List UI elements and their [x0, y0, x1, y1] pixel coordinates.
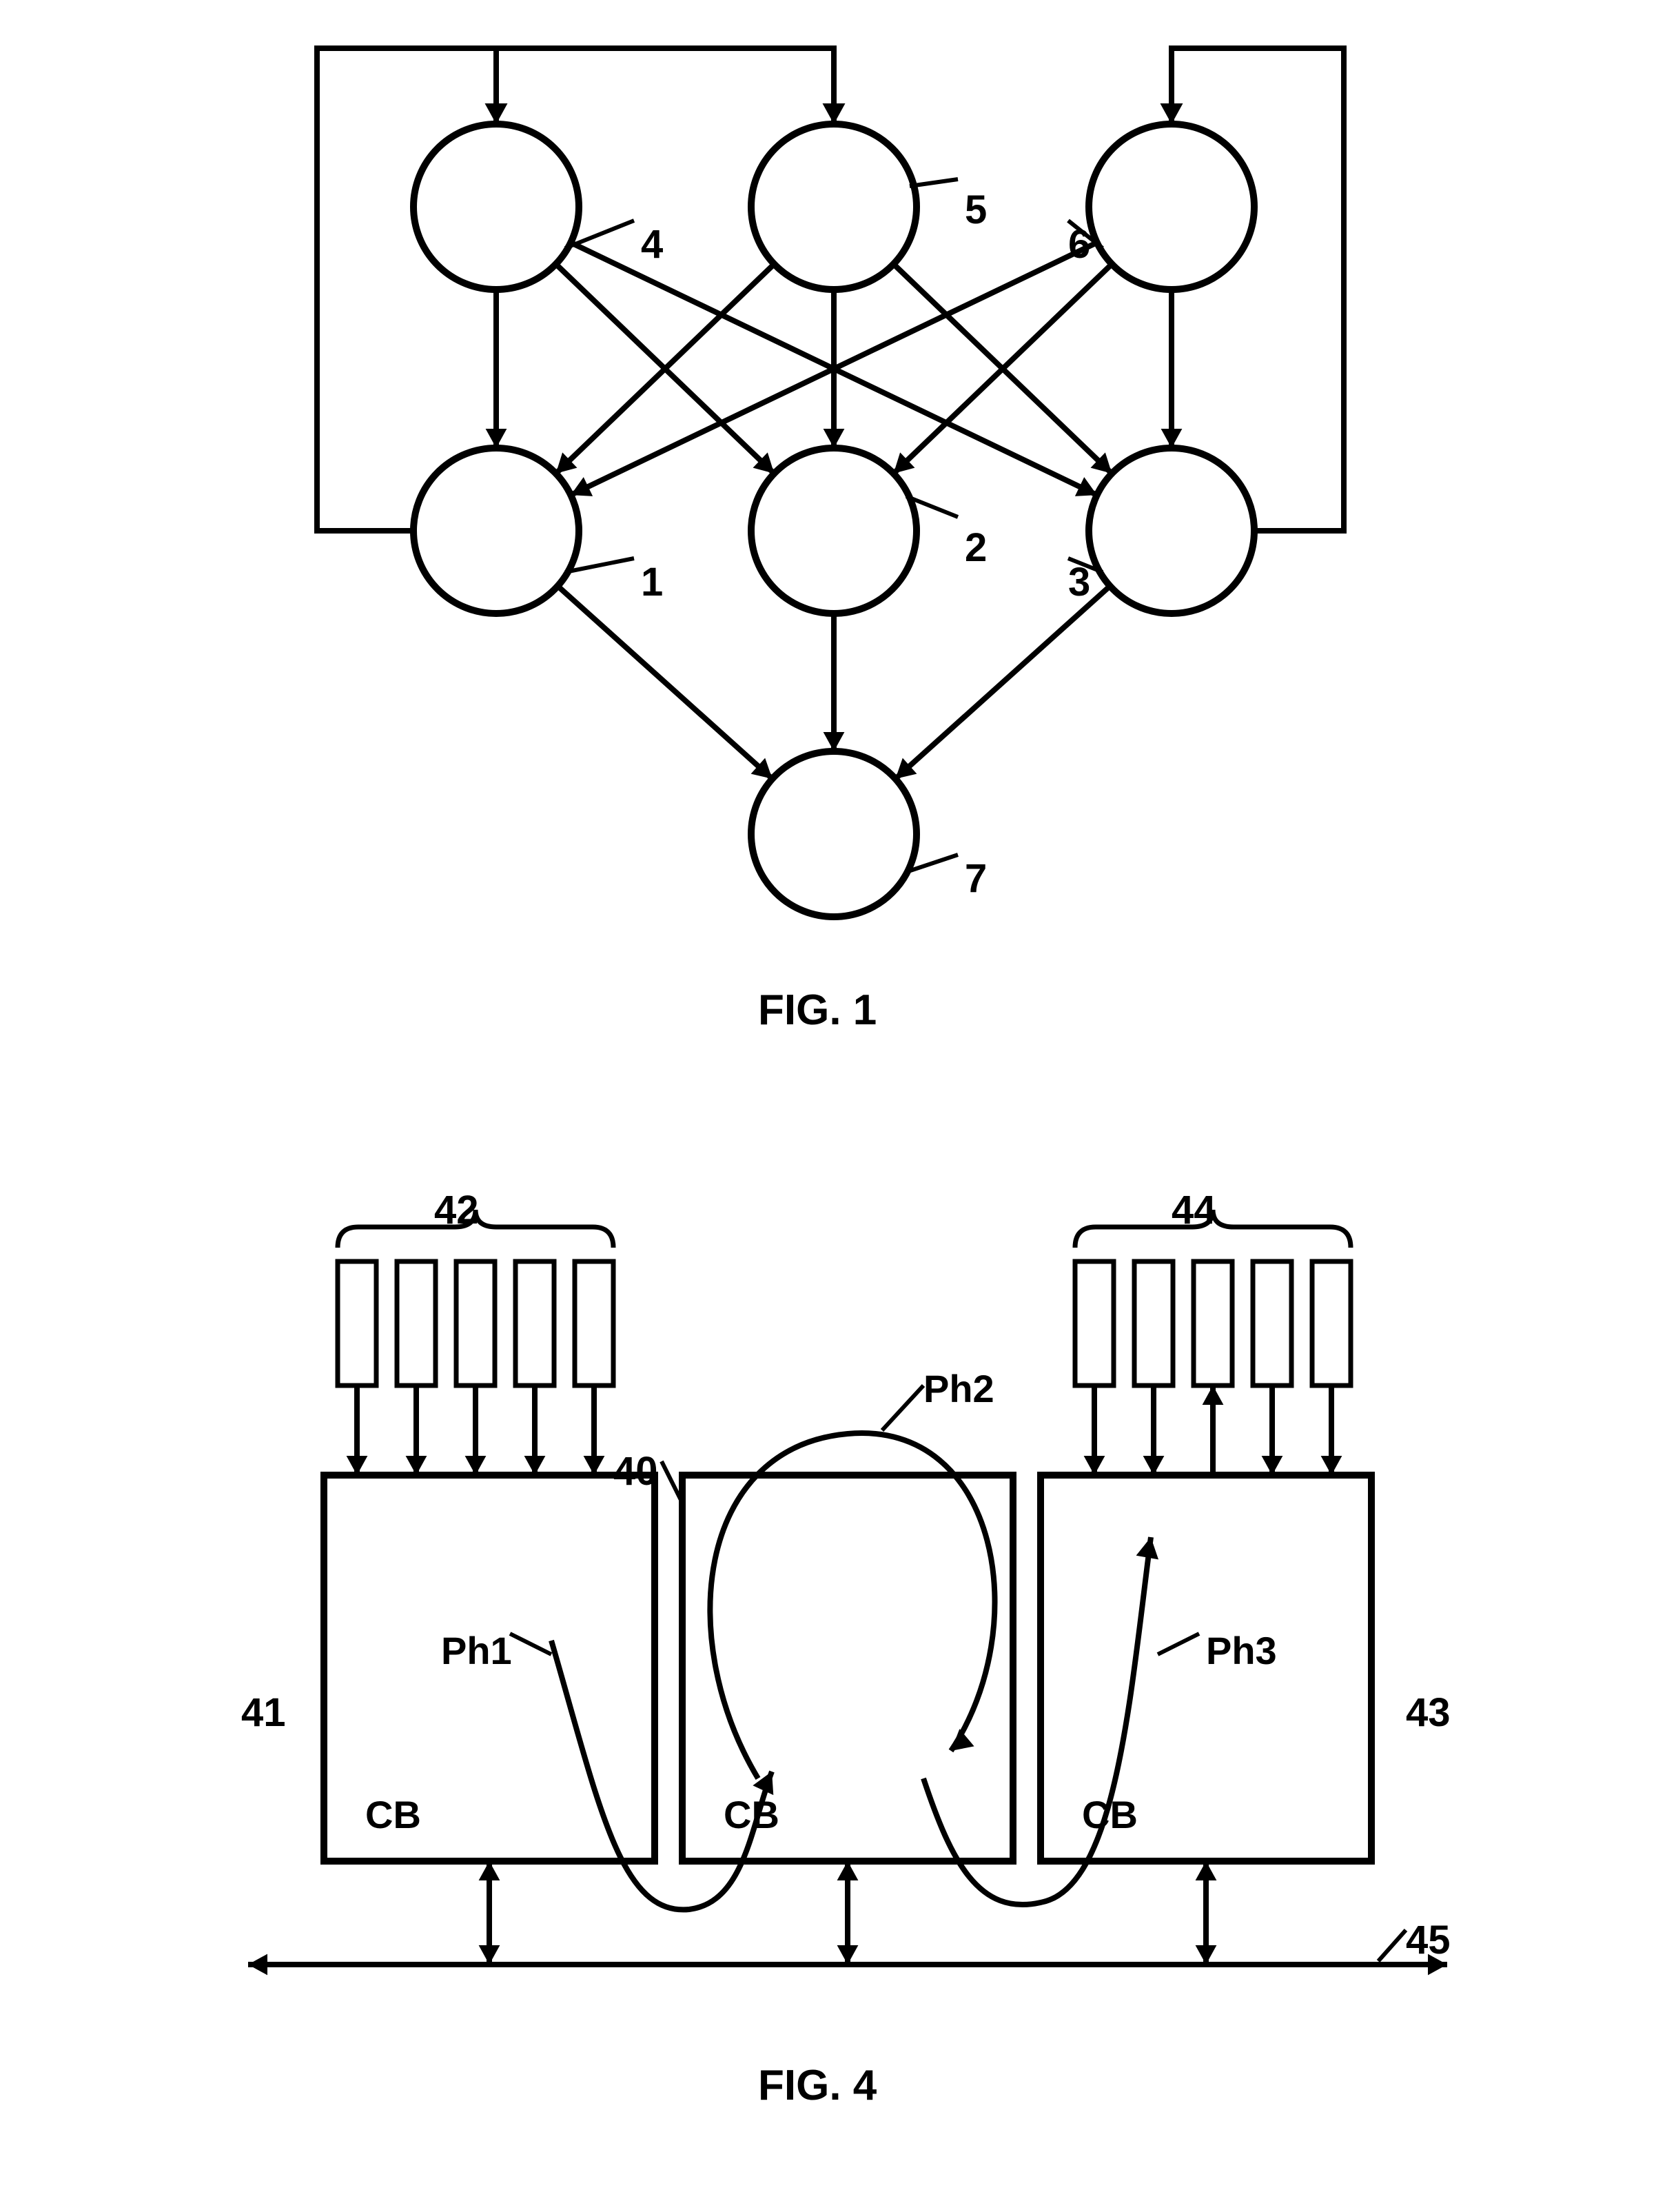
- fig1-node-4: [413, 124, 579, 290]
- fig4-ph-label-43: Ph3: [1206, 1628, 1277, 1673]
- fig1-node-3: [1089, 448, 1254, 613]
- fig4-ph-label-41: Ph1: [441, 1628, 512, 1673]
- fig1-caption: FIG. 1: [758, 986, 877, 1035]
- fig4-sensor-bar: [1194, 1261, 1232, 1386]
- fig4-sensor-bar: [1253, 1261, 1291, 1386]
- fig4-bank-label-44: 44: [1172, 1187, 1216, 1233]
- fig1-node-label-1: 1: [641, 559, 663, 605]
- fig1-node-2: [751, 448, 917, 613]
- fig4-cb-label-41: CB: [365, 1792, 421, 1837]
- fig4-num-label-41: 41: [241, 1690, 286, 1736]
- fig4-ph-label-40: Ph2: [923, 1366, 994, 1411]
- fig1-leader: [910, 179, 958, 186]
- fig1-node-label-6: 6: [1068, 221, 1090, 267]
- fig4-leader-45: [1378, 1930, 1406, 1961]
- fig1-edge: [895, 586, 1110, 779]
- fig4-sensor-bar: [338, 1261, 376, 1386]
- fig4-sensor-bar: [456, 1261, 495, 1386]
- fig4-cb-label-40: CB: [724, 1792, 779, 1837]
- fig4-sensor-bar: [575, 1261, 613, 1386]
- fig1-node-5: [751, 124, 917, 290]
- fig4-num-label-40: 40: [613, 1448, 658, 1494]
- fig1-node-label-3: 3: [1068, 559, 1090, 605]
- fig1-node-6: [1089, 124, 1254, 290]
- fig4-sensor-bar: [515, 1261, 554, 1386]
- fig4-num-label-43: 43: [1406, 1690, 1451, 1736]
- fig1-node-label-4: 4: [641, 221, 663, 267]
- fig4-cb-label-43: CB: [1082, 1792, 1138, 1837]
- fig4-sensor-bar: [1134, 1261, 1173, 1386]
- fig4-bus-label: 45: [1406, 1917, 1451, 1963]
- fig1-node-label-7: 7: [965, 855, 987, 902]
- fig1-edge: [558, 586, 772, 779]
- arrowhead: [1196, 1945, 1217, 1965]
- fig4-ph-leader: [882, 1386, 923, 1430]
- fig4-caption: FIG. 4: [758, 2061, 877, 2110]
- arrowhead: [1203, 1386, 1224, 1405]
- fig4-sensor-bar: [1312, 1261, 1351, 1386]
- fig1-node-7: [751, 751, 917, 917]
- fig4-bank-label-42: 42: [434, 1187, 479, 1233]
- arrowhead: [248, 1954, 267, 1976]
- fig1-node-label-2: 2: [965, 525, 987, 571]
- arrowhead: [479, 1945, 500, 1965]
- arrowhead: [837, 1945, 859, 1965]
- fig4-sensor-bar: [397, 1261, 436, 1386]
- fig4-sensor-bar: [1075, 1261, 1114, 1386]
- fig1-node-1: [413, 448, 579, 613]
- fig1-node-label-5: 5: [965, 187, 987, 233]
